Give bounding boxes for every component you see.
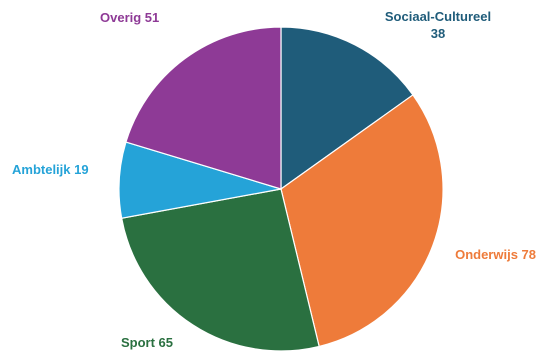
data-label-line: 38 [431, 26, 445, 41]
data-label-ambtelijk: Ambtelijk 19 [12, 162, 89, 177]
data-label-line: Sociaal-Cultureel [385, 9, 491, 24]
pie-slice-sociaal-cultureel [280, 26, 414, 191]
data-label-onderwijs: Onderwijs 78 [455, 247, 536, 262]
pie-slice-sport [120, 188, 320, 352]
data-labels: Sociaal-Cultureel 38 Onderwijs 78 Sport 65 A… [12, 9, 536, 350]
data-label-sport: Sport 65 [121, 335, 173, 350]
data-label-line: Overig 51 [100, 10, 159, 25]
pie-slices [118, 26, 444, 352]
data-label-overig: Overig 51 [100, 10, 159, 25]
pie-slice-overig [125, 26, 282, 190]
data-label-line: Sport 65 [121, 335, 173, 350]
data-label-line: Ambtelijk 19 [12, 162, 89, 177]
data-label-sociaal-cultureel: Sociaal-Cultureel 38 [385, 9, 491, 41]
pie-slice-onderwijs [280, 94, 444, 348]
data-label-line: Onderwijs 78 [455, 247, 536, 262]
